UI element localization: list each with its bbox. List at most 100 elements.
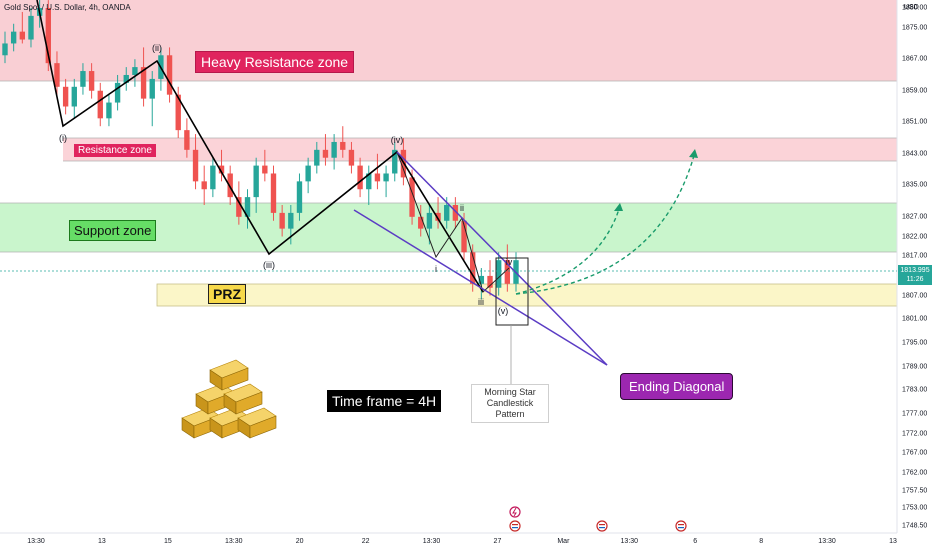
subwave-label-ii: ii xyxy=(460,203,464,213)
price-tick-label: 1748.50 xyxy=(902,522,928,530)
us-flag-icon xyxy=(509,520,521,532)
candle-body xyxy=(149,78,155,99)
candle-body xyxy=(88,71,95,91)
price-tick-label: 1867.00 xyxy=(902,55,928,63)
wave-label-ii: (ii) xyxy=(152,43,162,53)
candle-body xyxy=(166,55,173,95)
price-tick-label: 1817.00 xyxy=(902,252,928,260)
time-tick-label: 22 xyxy=(361,538,370,545)
candle-body xyxy=(435,212,441,221)
candle-body xyxy=(392,149,398,174)
candle-body xyxy=(132,67,138,75)
time-tick-label: 13:30 xyxy=(422,538,441,545)
resistance-zone-label: Resistance zone xyxy=(74,144,156,157)
price-tick-label: 1762.00 xyxy=(902,469,928,477)
candle-body xyxy=(366,173,372,190)
us-flag-icon xyxy=(675,520,687,532)
candle-body xyxy=(426,212,433,229)
wave-label-iv: (iv) xyxy=(390,135,404,145)
time-tick-label: 13 xyxy=(889,538,897,545)
support-zone-label: Support zone xyxy=(69,220,157,241)
lightning-event-icon xyxy=(509,506,521,518)
candle-body xyxy=(296,181,303,213)
price-tick-label: 1795.00 xyxy=(902,339,928,347)
price-tick-label: 1822.00 xyxy=(902,233,928,241)
candle-body xyxy=(262,165,268,174)
candle-body xyxy=(270,173,277,213)
us-flag-stripe xyxy=(512,527,518,529)
current-price-tag: 1813.995 11:26 xyxy=(898,265,932,285)
gold-bars-icon xyxy=(181,359,277,439)
candle-body xyxy=(2,43,8,56)
candle-body xyxy=(253,165,259,198)
price-tick-label: 1772.00 xyxy=(902,430,928,438)
morning-star-label: Morning Star Candlestick Pattern xyxy=(471,384,549,423)
us-flag-icon xyxy=(596,520,608,532)
prz-label: PRZ xyxy=(208,284,246,304)
candle-body xyxy=(357,165,363,190)
price-tick-label: 1880.00 xyxy=(902,4,928,12)
projection-short xyxy=(515,205,621,295)
candle-body xyxy=(236,197,242,217)
candle-body xyxy=(210,165,216,190)
price-tick-label: 1827.00 xyxy=(902,213,928,221)
morning-star-line2: Candlestick Pattern xyxy=(486,398,534,419)
projection-short-arrow xyxy=(614,203,623,211)
candle-body xyxy=(45,8,51,64)
candle-body xyxy=(10,31,17,44)
chart-title: Gold Spot / U.S. Dollar, 4h, OANDA xyxy=(4,3,131,12)
heavy-resistance-label: Heavy Resistance zone xyxy=(195,51,355,73)
candle-body xyxy=(227,173,233,198)
price-tick-label: 1851.00 xyxy=(902,118,928,126)
price-tick-label: 1801.00 xyxy=(902,315,928,323)
candle-body xyxy=(340,141,346,150)
candle-body xyxy=(374,173,381,182)
time-tick-label: 27 xyxy=(493,538,502,545)
heavy-resistance-band xyxy=(0,0,897,81)
prz-band xyxy=(156,283,898,307)
candle-body xyxy=(218,165,225,174)
candle-body xyxy=(28,15,34,40)
ending-diagonal-label: Ending Diagonal xyxy=(620,373,734,400)
current-price: 1813.995 xyxy=(900,267,930,274)
candle-body xyxy=(288,212,294,229)
bar-countdown: 11:26 xyxy=(906,276,924,283)
price-tick-label: 1767.00 xyxy=(902,449,928,457)
price-tick-label: 1789.00 xyxy=(902,363,928,371)
price-tick-label: 1777.00 xyxy=(902,410,928,418)
candle-body xyxy=(331,141,337,158)
candle-body xyxy=(80,71,86,87)
time-tick-label: 13 xyxy=(98,538,106,545)
price-tick-label: 1757.50 xyxy=(902,487,928,495)
time-tick-label: 13:30 xyxy=(818,538,836,545)
icons-layer xyxy=(181,359,687,532)
us-flag-stripe xyxy=(599,524,605,526)
wave-label-iii: (iii) xyxy=(263,260,275,270)
time-tick-label: 13:30 xyxy=(620,538,639,545)
candle-body xyxy=(62,86,69,107)
price-axis-unit: USD xyxy=(904,4,919,11)
time-tick-label: 20 xyxy=(295,538,304,545)
candle-body xyxy=(322,149,329,158)
candles-layer xyxy=(2,0,519,300)
us-flag-stripe xyxy=(678,527,684,529)
subwave-label-iii: iii xyxy=(478,297,484,307)
time-tick-label: 8 xyxy=(759,538,764,545)
candle-body xyxy=(184,130,190,150)
morning-star-line1: Morning Star xyxy=(484,387,536,397)
time-tick-label: 13:30 xyxy=(27,538,45,545)
candle-body xyxy=(279,212,285,229)
time-tick-label: Mar xyxy=(557,538,570,545)
candle-body xyxy=(106,102,112,119)
candle-body xyxy=(409,177,415,217)
candle-body xyxy=(140,67,147,99)
candle-body xyxy=(244,197,251,217)
time-tick-label: 6 xyxy=(693,538,698,545)
projection-long-arrow xyxy=(689,149,698,158)
us-flag-stripe xyxy=(599,527,605,529)
candle-body xyxy=(348,149,355,166)
time-tick-label: 15 xyxy=(163,538,172,545)
price-tick-label: 1859.00 xyxy=(902,87,928,95)
candle-body xyxy=(114,82,121,103)
